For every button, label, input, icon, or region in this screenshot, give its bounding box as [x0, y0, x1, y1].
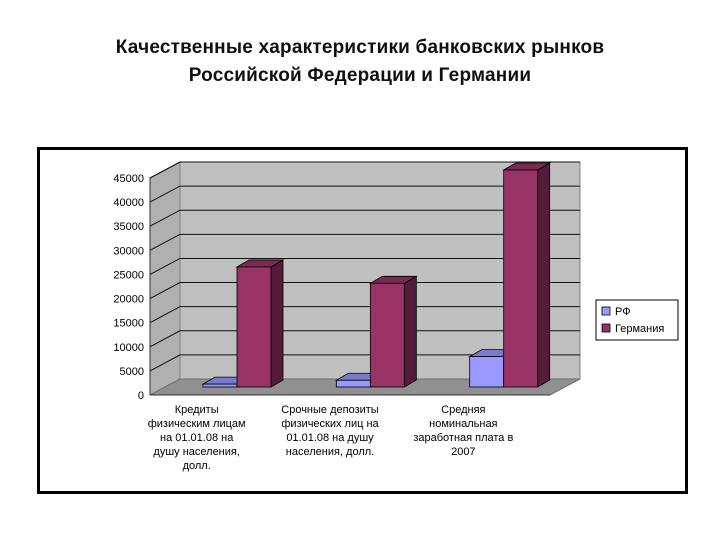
bar-front: [236, 266, 272, 388]
y-tick-label: 10000: [113, 342, 144, 354]
y-gridline: [149, 282, 580, 299]
x-category-label-line: душу населения,: [153, 446, 240, 458]
chart-frame: 0 5000 10000 15000 20000 25000 30000 35000 40000…: [37, 147, 688, 494]
bar-side: [403, 275, 417, 388]
x-category-label-line: Кредиты: [175, 404, 219, 416]
bar-front: [369, 282, 405, 388]
x-category-label: Средняя номинальная заработная плата в 2007: [413, 404, 513, 458]
slide-title: Качественные характеристики банковских р…: [0, 34, 720, 90]
x-category-label: Кредиты физическим лицам на 01.01.08 на душ…: [148, 404, 246, 472]
y-gridline: [149, 209, 580, 227]
bar-front: [202, 383, 238, 388]
bar-side: [537, 162, 551, 388]
legend-swatch: [601, 306, 611, 316]
x-category-label-line: номинальная: [429, 418, 497, 430]
x-category-label-line: физических лиц на: [281, 418, 379, 430]
y-tick-label: 25000: [113, 269, 144, 281]
y-gridline: [149, 233, 580, 251]
x-category-label-line: Средняя: [441, 404, 485, 416]
y-gridline: [149, 185, 580, 203]
y-gridline: [149, 257, 580, 275]
x-category-label: Срочные депозиты физических лиц на 01.01.0…: [281, 404, 379, 458]
chart-side-wall: [149, 161, 181, 396]
x-category-label-line: долл.: [183, 460, 211, 472]
slide-title-line-2: Российской Федерации и Германии: [188, 65, 532, 86]
y-tick-label: 40000: [113, 197, 144, 209]
x-category-label-line: заработная плата в: [413, 432, 513, 444]
y-gridlines: [149, 161, 580, 372]
y-gridline: [149, 161, 580, 179]
y-tick-label: 30000: [113, 245, 144, 257]
bar-front: [469, 356, 505, 388]
y-gridline: [149, 354, 580, 372]
y-tick-label: 20000: [113, 294, 144, 306]
bar-front: [503, 169, 539, 388]
y-tick-label: 45000: [113, 173, 144, 185]
legend-label: РФ: [615, 306, 631, 318]
x-category-label-line: 2007: [451, 446, 475, 458]
slide-title-line-1: Качественные характеристики банковских р…: [115, 37, 605, 58]
y-tick-label: 15000: [113, 318, 144, 330]
bar-germany-1: [235, 259, 285, 388]
x-category-label-line: Срочные депозиты: [281, 404, 379, 416]
bar-chart: 0 5000 10000 15000 20000 25000 30000 35000 40000…: [113, 161, 679, 472]
y-tick-label: 5000: [120, 366, 144, 378]
x-category-label-line: населения, долл.: [286, 446, 374, 458]
legend-swatch: [601, 323, 611, 333]
x-category-label-line: 01.01.08 на душу: [286, 432, 374, 444]
legend-label: Германия: [615, 323, 664, 335]
bar-front: [335, 379, 371, 388]
y-tick-label: 35000: [113, 221, 144, 233]
x-category-label-line: на 01.01.08 на: [160, 432, 234, 444]
y-tick-label: 0: [138, 390, 144, 402]
x-category-label-line: физическим лицам: [148, 418, 246, 430]
legend: РФ Германия: [595, 299, 679, 341]
y-gridline: [149, 306, 580, 324]
bar-germany-2: [368, 275, 418, 388]
bar-side: [270, 259, 284, 388]
y-gridline: [149, 330, 580, 348]
bar-germany-3: [502, 162, 552, 388]
